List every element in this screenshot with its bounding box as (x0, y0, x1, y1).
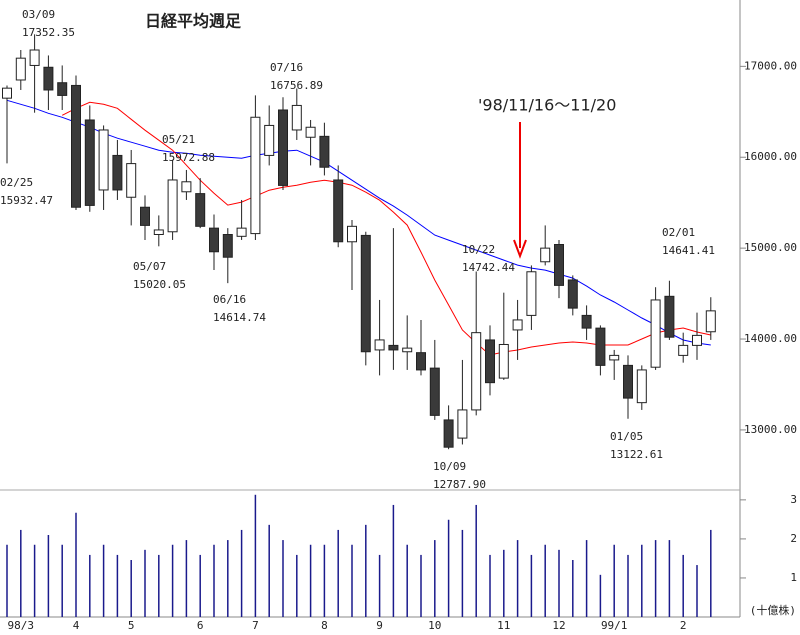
candle-body (416, 352, 426, 371)
y-tick-label: 14000.00 (744, 332, 797, 345)
candle-body (333, 179, 344, 243)
candle-body (692, 334, 702, 346)
candle-body (305, 126, 316, 138)
x-tick-label: 4 (73, 619, 80, 632)
candle-body (2, 87, 12, 99)
candle-body (291, 104, 302, 131)
candle-body (595, 327, 606, 366)
x-tick-label: 98/3 (8, 619, 35, 632)
candle-body (140, 206, 150, 226)
candle-body (347, 225, 357, 243)
candle-body (664, 295, 675, 338)
annotation-value: 14614.74 (213, 311, 266, 324)
candle-body (43, 66, 54, 91)
candle-body (71, 84, 81, 208)
annotation-value: 15932.47 (0, 194, 53, 207)
annotation-date: 01/05 (610, 430, 643, 443)
candle-body (540, 247, 551, 263)
candle-body (15, 57, 26, 81)
candle-body (98, 129, 109, 191)
candle-body (636, 369, 647, 404)
y-tick-label: 16000.00 (744, 150, 797, 163)
candle-body (222, 234, 233, 258)
x-tick-label: 12 (552, 619, 565, 632)
candle-body (209, 227, 219, 253)
candle-body (360, 234, 371, 353)
candle-body (126, 163, 137, 198)
x-tick-label: 9 (376, 619, 383, 632)
y-tick-label: 15000.00 (744, 241, 797, 254)
candle-body (112, 154, 123, 191)
candle-body (526, 271, 537, 316)
candle-body (567, 279, 578, 309)
moving-average (6, 99, 711, 346)
candle-body (153, 229, 164, 236)
candle-body (236, 227, 247, 237)
annotation-date: 06/16 (213, 293, 246, 306)
candle-body (429, 367, 440, 416)
annotation-value: 15020.05 (133, 278, 186, 291)
annotation-value: 17352.35 (22, 26, 75, 39)
x-tick-label: 11 (497, 619, 510, 632)
annotation-date: 05/21 (162, 133, 195, 146)
annotation: '98/11/16～11/20 (478, 96, 616, 115)
candle-body (374, 339, 385, 351)
y2-tick-label: 1 (790, 571, 797, 584)
candle-body (29, 49, 40, 66)
annotation-value: 15972.88 (162, 151, 215, 164)
y2-tick-label: 3 (790, 493, 797, 506)
x-tick-label: 10 (428, 619, 441, 632)
candle-body (471, 332, 482, 411)
y2-tick-label: 2 (790, 532, 797, 545)
annotation-value: 14742.44 (462, 261, 515, 274)
annotation-value: 13122.61 (610, 448, 663, 461)
annotation-date: 07/16 (270, 61, 303, 74)
candle-body (512, 319, 523, 331)
annotation-value: 14641.41 (662, 244, 715, 257)
candle-body (705, 310, 716, 333)
candle-body (457, 409, 468, 439)
candle-body (181, 181, 192, 193)
arrow-head (513, 239, 527, 259)
candle-body (443, 419, 454, 448)
volume-unit: (十億株) (750, 603, 796, 617)
candle-body (388, 344, 399, 351)
x-tick-label: 5 (128, 619, 135, 632)
candle-body (319, 135, 330, 168)
candle-body (278, 109, 288, 186)
x-tick-label: 8 (321, 619, 328, 632)
candle-body (264, 124, 275, 156)
annotation-date: 03/09 (22, 8, 55, 21)
x-tick-label: 7 (252, 619, 259, 632)
x-tick-label: 6 (197, 619, 204, 632)
candle-body (623, 364, 633, 399)
annotation-date: 02/01 (662, 226, 695, 239)
y-tick-label: 13000.00 (744, 423, 797, 436)
candle-body (581, 314, 592, 329)
candle-body (554, 244, 564, 286)
annotation-date: 10/22 (462, 243, 495, 256)
candle-body (195, 193, 206, 227)
candle-body (84, 119, 95, 206)
annotation-date: 05/07 (133, 260, 166, 273)
candle-body (485, 339, 495, 384)
annotation-date: 10/09 (433, 460, 466, 473)
annotation-value: 16756.89 (270, 79, 323, 92)
candle-body (650, 299, 661, 368)
candle-body (57, 82, 68, 96)
candle-body (678, 344, 689, 356)
candle-body (498, 343, 509, 379)
y-tick-label: 17000.00 (744, 59, 797, 72)
candle-body (167, 179, 178, 233)
chart-title: 日経平均週足 (145, 12, 242, 31)
candle-body (609, 354, 620, 361)
x-tick-label: 2 (680, 619, 687, 632)
x-tick-label: 99/1 (601, 619, 628, 632)
annotation-date: 02/25 (0, 176, 33, 189)
annotation-value: 12787.90 (433, 478, 486, 491)
candle-body (402, 347, 413, 353)
candle-body (250, 116, 261, 235)
